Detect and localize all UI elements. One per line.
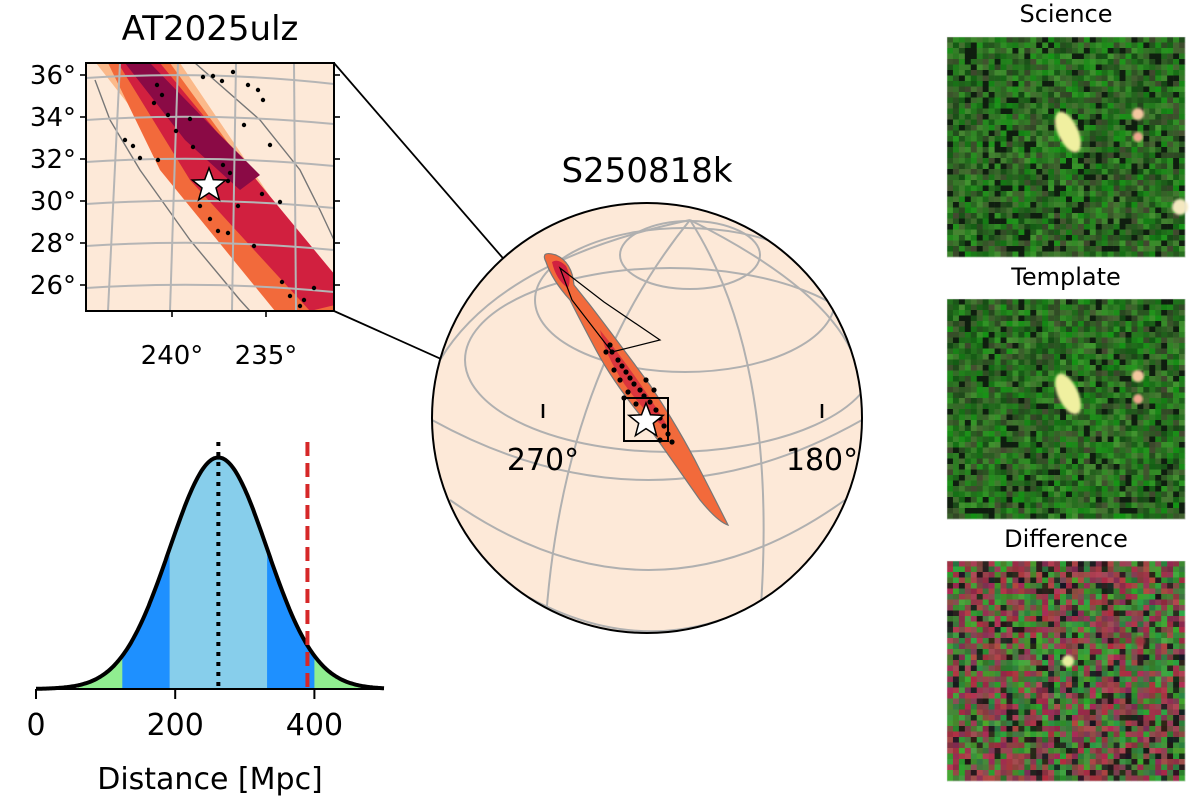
transient-residual <box>1062 655 1074 667</box>
zoom-grid <box>86 63 334 311</box>
dec-tick-label: 28° <box>30 229 76 259</box>
template-cutout <box>946 298 1186 520</box>
dec-tick-label: 30° <box>30 187 76 217</box>
cutouts-panel: Science Template Difference <box>946 0 1188 782</box>
science-title: Science <box>1019 0 1112 28</box>
ra-tick-label: 235° <box>235 341 298 371</box>
sky-zoom-box <box>623 397 669 442</box>
prob-band-inner <box>118 63 334 311</box>
zoom-y-ticks <box>80 74 340 317</box>
host-galaxy <box>1055 111 1081 153</box>
template-title: Template <box>1010 263 1121 291</box>
contour-right <box>194 63 334 241</box>
transient-star-marker <box>190 165 228 202</box>
sky-zoom-outline <box>558 266 662 353</box>
distance-curve <box>36 455 385 691</box>
prob-band-core <box>125 63 260 190</box>
distance-x-ticks: 0 200 400 <box>26 689 343 743</box>
ra-tick-label: 240° <box>141 341 204 371</box>
sky-title: S250818k <box>561 151 732 191</box>
sky-lon-label: 270° <box>507 443 579 478</box>
sky-panel: S250818k <box>431 151 863 634</box>
dec-tick-label: 32° <box>30 145 76 175</box>
zoom-frame <box>85 62 335 312</box>
dec-tick-label: 36° <box>30 61 76 91</box>
zoom-galaxy-points <box>122 69 317 309</box>
distance-x-tick-label: 200 <box>147 708 204 743</box>
contour-left <box>94 79 251 311</box>
sky-sphere-outline <box>431 202 863 634</box>
difference-cutout <box>946 560 1186 782</box>
host-galaxy <box>1055 373 1081 415</box>
distance-x-tick-label: 400 <box>286 708 343 743</box>
dec-tick-label: 34° <box>30 103 76 133</box>
sky-star-marker <box>626 400 666 438</box>
distance-x-label: Distance [Mpc] <box>97 762 323 797</box>
dec-tick-label: 26° <box>30 271 76 301</box>
science-cutout <box>946 36 1188 258</box>
zoom-panel: AT2025ulz <box>30 9 340 371</box>
distance-panel: 0 200 400 Distance [Mpc] <box>26 442 385 797</box>
distance-x-tick-label: 0 <box>26 708 45 743</box>
difference-title: Difference <box>1004 525 1128 553</box>
sky-lon-label: 180° <box>786 443 858 478</box>
zoom-title: AT2025ulz <box>122 9 299 49</box>
